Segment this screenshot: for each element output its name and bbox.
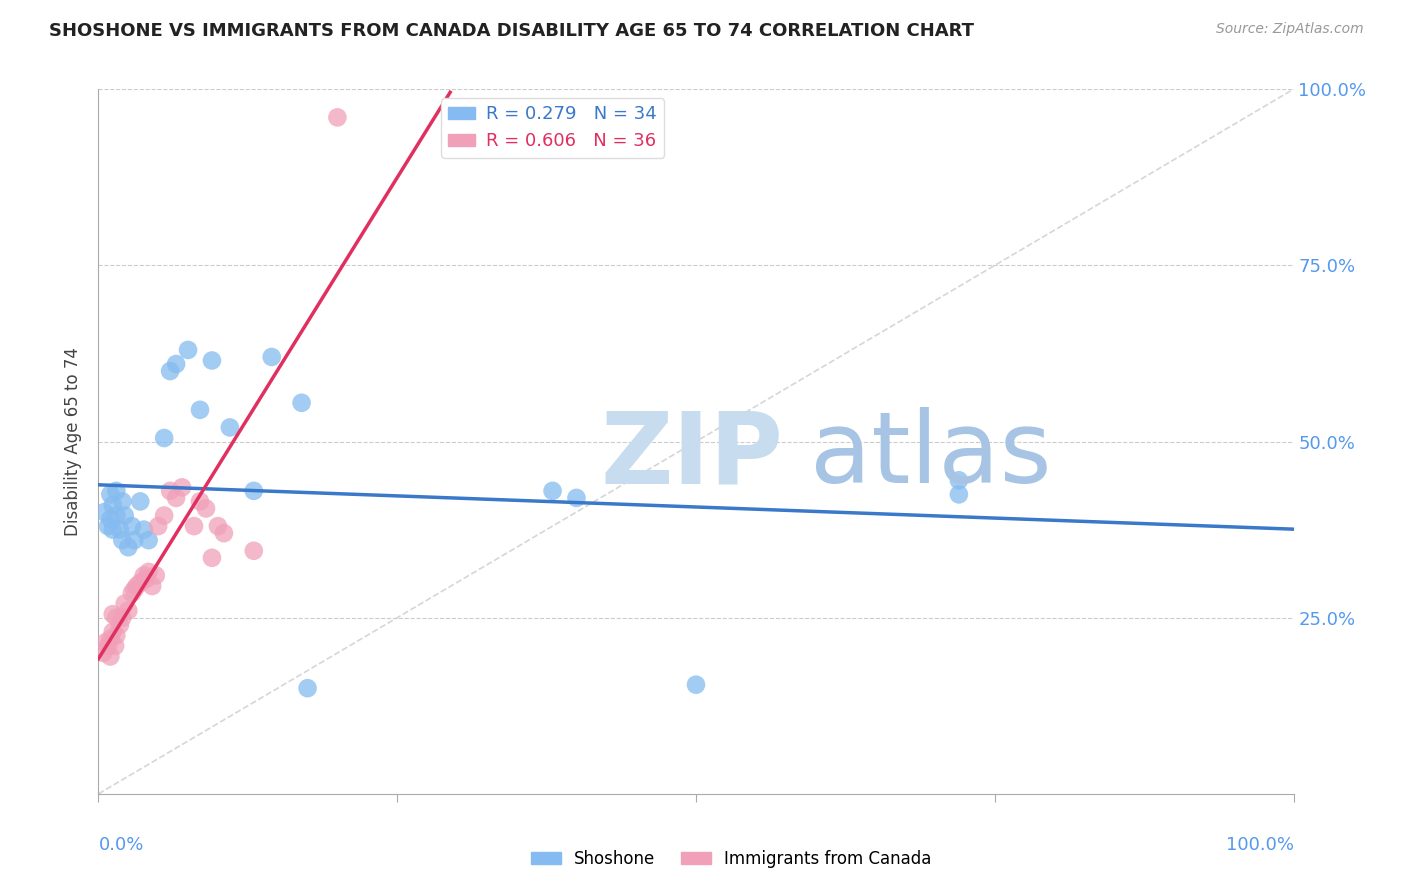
Point xyxy=(111,494,134,508)
Y-axis label: Disability Age 65 to 74: Disability Age 65 to 74 xyxy=(65,347,83,536)
Point xyxy=(201,353,224,368)
Point xyxy=(121,586,143,600)
Point xyxy=(98,649,122,664)
Point xyxy=(124,582,146,597)
Point xyxy=(135,572,157,586)
Point xyxy=(165,491,187,505)
Text: 0.0%: 0.0% xyxy=(98,836,143,855)
Point xyxy=(117,604,139,618)
Point xyxy=(101,624,124,639)
Point xyxy=(201,550,224,565)
Point xyxy=(948,487,970,501)
Point xyxy=(207,519,229,533)
Point xyxy=(148,519,170,533)
Point xyxy=(124,533,146,548)
Point xyxy=(97,519,120,533)
Point xyxy=(177,343,200,357)
Point xyxy=(125,579,148,593)
Text: atlas: atlas xyxy=(810,407,1052,504)
Point xyxy=(183,519,205,533)
Text: 100.0%: 100.0% xyxy=(1226,836,1294,855)
Point xyxy=(212,526,235,541)
Point xyxy=(129,575,152,590)
Point xyxy=(243,483,266,498)
Point xyxy=(105,610,128,624)
Point xyxy=(97,639,120,653)
Text: Source: ZipAtlas.com: Source: ZipAtlas.com xyxy=(1216,22,1364,37)
Point xyxy=(145,568,167,582)
Legend: R = 0.279   N = 34, R = 0.606   N = 36: R = 0.279 N = 34, R = 0.606 N = 36 xyxy=(441,98,664,158)
Point xyxy=(105,628,128,642)
Text: ZIP: ZIP xyxy=(600,407,783,504)
Point xyxy=(114,597,136,611)
Point xyxy=(98,487,122,501)
Point xyxy=(108,523,131,537)
Point xyxy=(685,678,707,692)
Point xyxy=(101,607,124,622)
Point xyxy=(129,494,152,508)
Point xyxy=(138,565,160,579)
Point xyxy=(188,402,211,417)
Point xyxy=(101,498,124,512)
Point xyxy=(948,473,970,487)
Point xyxy=(188,494,211,508)
Point xyxy=(565,491,588,505)
Point xyxy=(541,483,564,498)
Point xyxy=(141,579,163,593)
Point xyxy=(105,483,128,498)
Point xyxy=(260,350,283,364)
Point xyxy=(132,568,155,582)
Point xyxy=(111,610,134,624)
Point xyxy=(114,508,136,523)
Point xyxy=(91,646,114,660)
Point xyxy=(98,632,122,646)
Point xyxy=(243,543,266,558)
Point xyxy=(153,431,176,445)
Point xyxy=(297,681,319,696)
Point xyxy=(172,480,194,494)
Text: SHOSHONE VS IMMIGRANTS FROM CANADA DISABILITY AGE 65 TO 74 CORRELATION CHART: SHOSHONE VS IMMIGRANTS FROM CANADA DISAB… xyxy=(49,22,974,40)
Point xyxy=(104,639,127,653)
Point xyxy=(195,501,218,516)
Point xyxy=(121,519,143,533)
Point xyxy=(93,505,115,519)
Point xyxy=(108,617,131,632)
Point xyxy=(101,523,124,537)
Point xyxy=(94,635,117,649)
Point xyxy=(326,111,349,125)
Point xyxy=(138,533,160,548)
Legend: Shoshone, Immigrants from Canada: Shoshone, Immigrants from Canada xyxy=(524,844,938,875)
Point xyxy=(291,396,314,410)
Point xyxy=(165,357,187,371)
Point xyxy=(98,512,122,526)
Point xyxy=(153,508,176,523)
Point xyxy=(105,508,128,523)
Point xyxy=(219,420,242,434)
Point xyxy=(111,533,134,548)
Point xyxy=(159,364,181,378)
Point xyxy=(159,483,181,498)
Point xyxy=(117,541,139,555)
Point xyxy=(132,523,155,537)
